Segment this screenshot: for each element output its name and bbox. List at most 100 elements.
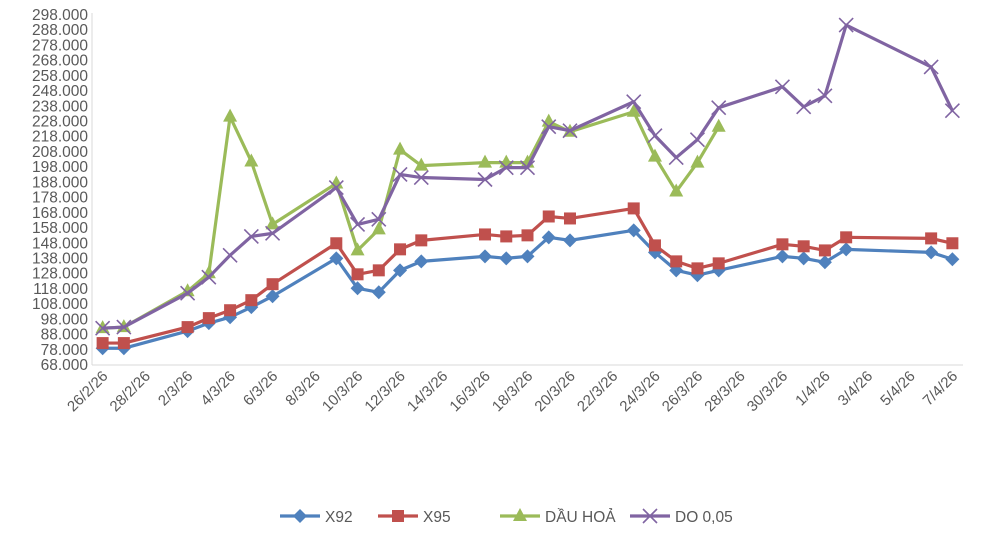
x-tick-label: 28/2/26 <box>107 368 154 415</box>
data-point <box>330 237 343 250</box>
data-point <box>479 228 492 241</box>
y-tick-label: 258.000 <box>32 68 88 85</box>
x-tick-label: 5/4/26 <box>877 368 919 410</box>
y-tick-label: 108.000 <box>32 296 88 313</box>
x-tick-label: 26/3/26 <box>659 368 706 415</box>
x-tick-label: 10/3/26 <box>319 368 366 415</box>
x-tick-label: 16/3/26 <box>446 368 493 415</box>
x-tick-label: 20/3/26 <box>531 368 578 415</box>
data-point <box>350 242 365 256</box>
x-tick-label: 24/3/26 <box>616 368 663 415</box>
data-point <box>201 269 217 285</box>
data-point <box>562 233 577 248</box>
series-group <box>95 17 960 356</box>
data-point <box>413 169 429 186</box>
x-tick-label: 6/3/26 <box>240 368 282 410</box>
data-point <box>668 150 684 166</box>
data-point <box>478 249 493 264</box>
data-point <box>562 123 578 139</box>
x-tick-label: 18/3/26 <box>489 368 536 415</box>
data-point <box>478 154 493 168</box>
data-point <box>669 183 684 197</box>
data-point <box>202 312 215 325</box>
x-tick-label: 3/4/26 <box>835 368 877 410</box>
data-point <box>670 255 683 268</box>
legend-label: DO 0,05 <box>675 509 733 526</box>
legend-item: DẦU HOẢ <box>500 508 616 526</box>
data-point <box>775 249 790 264</box>
data-point <box>393 141 408 155</box>
series-do-0-05 <box>95 17 960 336</box>
data-point <box>224 304 237 317</box>
data-point <box>95 320 111 336</box>
series-line <box>102 206 953 345</box>
data-point <box>329 251 344 266</box>
data-point <box>499 251 514 266</box>
legend-item: X95 <box>378 509 451 526</box>
data-point <box>415 234 428 247</box>
data-point <box>477 171 493 188</box>
data-point <box>690 154 705 168</box>
data-point <box>840 231 853 244</box>
legend-marker <box>392 510 404 522</box>
data-point <box>371 221 386 235</box>
data-point <box>96 337 109 350</box>
x-tick-label: 12/3/26 <box>361 368 408 415</box>
data-point <box>498 160 514 176</box>
data-point <box>796 251 811 266</box>
y-tick-label: 208.000 <box>32 144 88 161</box>
x-tick-label: 26/2/26 <box>64 368 111 415</box>
data-point <box>371 211 387 227</box>
data-point <box>541 119 557 135</box>
series-line <box>102 110 721 330</box>
data-point <box>116 319 132 335</box>
data-point <box>394 243 407 256</box>
x-tick-label: 8/3/26 <box>282 368 324 410</box>
data-point <box>223 108 238 122</box>
data-point <box>711 118 726 132</box>
data-point <box>222 247 238 263</box>
data-point <box>414 157 429 171</box>
data-point <box>563 212 576 225</box>
data-point <box>689 132 706 148</box>
data-point <box>519 160 536 176</box>
legend-item: X92 <box>280 509 353 526</box>
data-point <box>351 268 364 281</box>
data-point <box>244 153 259 167</box>
data-point <box>647 128 663 144</box>
data-point <box>541 230 556 245</box>
data-point <box>266 278 279 291</box>
data-point <box>796 99 812 115</box>
data-point <box>711 100 727 116</box>
data-point <box>245 294 258 307</box>
y-tick-label: 268.000 <box>32 53 88 70</box>
y-tick-label: 128.000 <box>32 266 88 283</box>
y-tick-label: 98.000 <box>41 311 89 328</box>
data-point <box>329 175 344 189</box>
data-point <box>817 255 832 270</box>
data-point <box>414 254 429 269</box>
y-tick-label: 78.000 <box>41 342 89 359</box>
x-tick-label: 14/3/26 <box>404 368 451 415</box>
y-axis-ticks: 298.000288.000278.000268.000258.000248.0… <box>32 7 88 374</box>
x-tick-label: 22/3/26 <box>574 368 621 415</box>
data-point <box>946 237 959 250</box>
y-tick-label: 158.000 <box>32 220 88 237</box>
data-point <box>923 59 939 75</box>
y-tick-label: 238.000 <box>32 98 88 115</box>
data-point <box>265 216 280 230</box>
x-tick-label: 4/3/26 <box>197 368 239 410</box>
data-point <box>265 225 281 241</box>
y-tick-label: 198.000 <box>32 159 88 176</box>
data-point <box>944 103 960 119</box>
y-tick-label: 188.000 <box>32 174 88 191</box>
data-point <box>817 88 833 104</box>
data-point <box>626 94 642 110</box>
data-point <box>797 240 810 253</box>
y-tick-label: 218.000 <box>32 129 88 146</box>
data-point <box>838 17 854 33</box>
legend-label: X92 <box>325 509 353 526</box>
data-point <box>243 228 259 244</box>
